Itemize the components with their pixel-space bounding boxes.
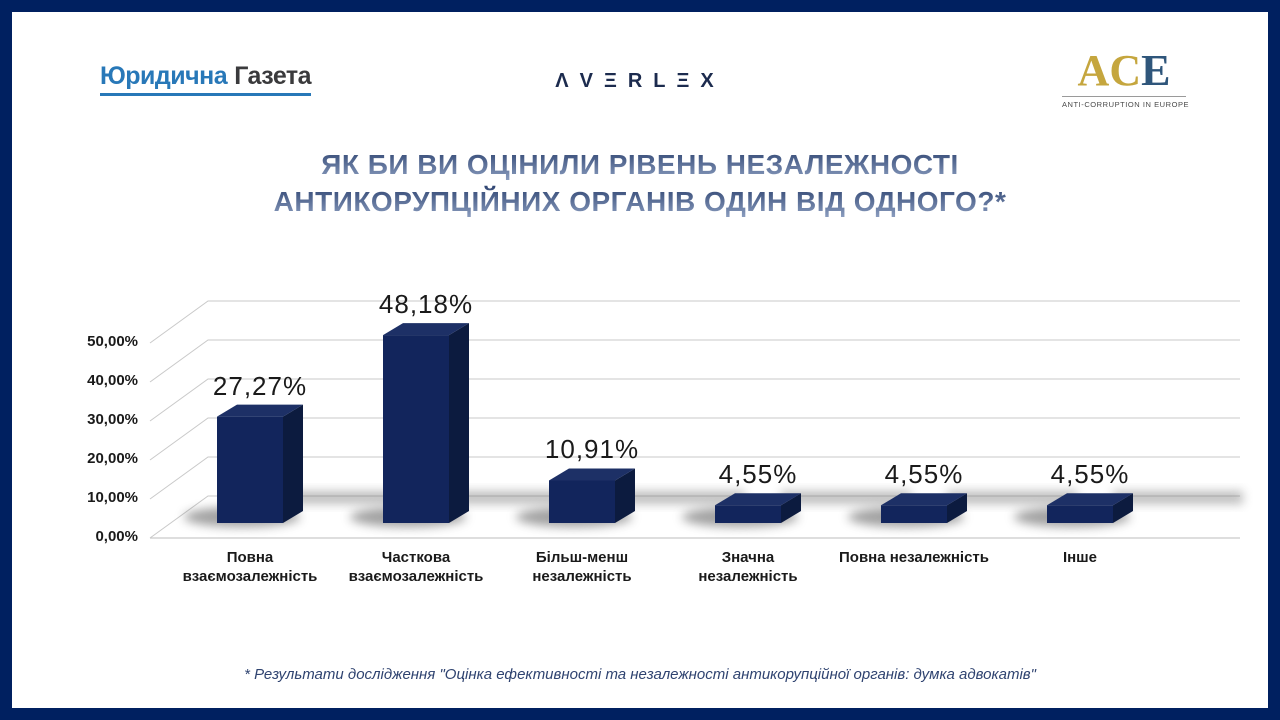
category-label: Повна взаємозалежність <box>182 549 318 585</box>
logo-text-yurydychna: Юридична <box>100 62 228 90</box>
bar-value-label: 4,55% <box>718 459 798 490</box>
y-axis-tick-label: 30,00% <box>87 411 138 428</box>
chart-title-line1: ЯК БИ ВИ ОЦІНИЛИ РІВЕНЬ НЕЗАЛЕЖНОСТІ <box>0 146 1280 183</box>
bar-value-label: 27,27% <box>212 370 308 401</box>
category-label: Значна незалежність <box>698 549 798 585</box>
footnote: * Результати дослідження "Оцінка ефектив… <box>244 666 1036 683</box>
chart-title-line2: АНТИКОРУПЦІЙНИХ ОРГАНІВ ОДИН ВІД ОДНОГО?… <box>0 183 1280 220</box>
bar-0 <box>217 416 283 523</box>
y-axis-tick-label: 50,00% <box>87 333 138 350</box>
chart-title: ЯК БИ ВИ ОЦІНИЛИ РІВЕНЬ НЕЗАЛЕЖНОСТІ АНТ… <box>0 146 1280 220</box>
category-label: Часткова взаємозалежність <box>348 549 484 585</box>
category-label: Більш-менш незалежність <box>532 549 632 585</box>
y-axis-tick-label: 0,00% <box>95 528 138 545</box>
ace-logo-subtitle: ANTI-CORRUPTION IN EUROPE <box>1062 96 1189 109</box>
y-axis-tick-label: 40,00% <box>87 372 138 389</box>
logo-text-gazeta: Газета <box>234 62 312 90</box>
bar-value-label: 4,55% <box>884 459 964 490</box>
averlex-logo: ΛVΞRLΞX <box>555 70 724 93</box>
ace-logo: ACE ANTI-CORRUPTION IN EUROPE <box>1062 46 1189 109</box>
bar-5 <box>1047 505 1113 523</box>
bar-3 <box>715 505 781 523</box>
y-axis-tick-label: 10,00% <box>87 489 138 506</box>
bar-1 <box>383 335 449 523</box>
category-label: Інше <box>1062 549 1098 566</box>
bar-value-label: 48,18% <box>378 289 474 320</box>
yurydychna-gazeta-logo: Юридична Газета <box>100 62 312 96</box>
y-axis-tick-label: 20,00% <box>87 450 138 467</box>
bar-value-label: 4,55% <box>1050 459 1130 490</box>
category-label: Повна незалежність <box>839 549 989 566</box>
bar-value-label: 10,91% <box>544 434 640 465</box>
ace-logo-letters: ACE <box>1077 46 1171 95</box>
bar-4 <box>881 505 947 523</box>
averlex-logo-text: ΛVΞRLΞX <box>555 70 725 92</box>
bar-2 <box>549 480 615 523</box>
